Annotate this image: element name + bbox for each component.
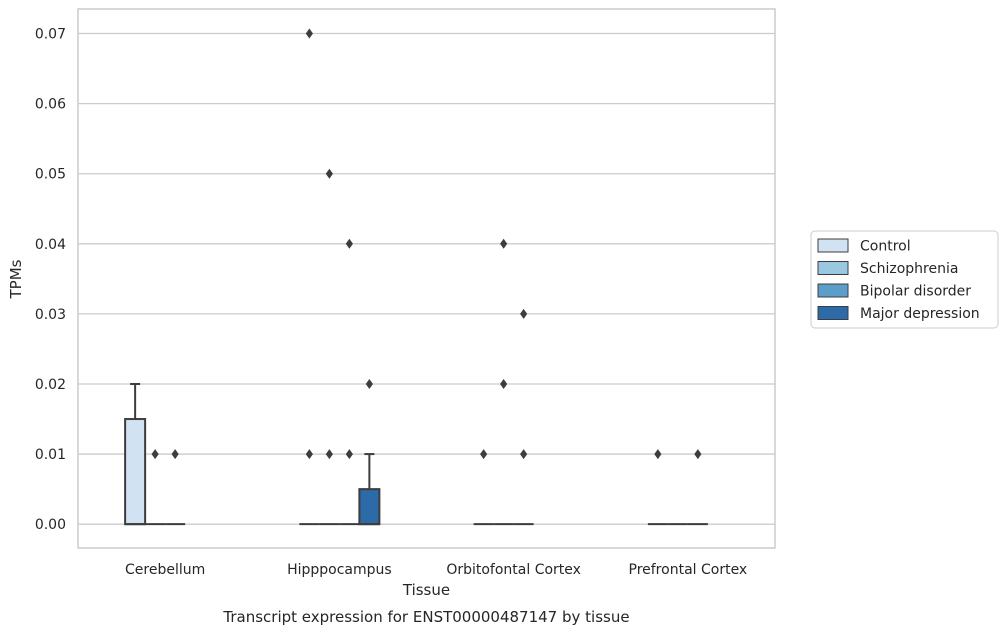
y-tick-label: 0.02 — [35, 377, 66, 393]
legend-frame — [810, 230, 999, 329]
box-control — [124, 382, 147, 526]
y-tick-label: 0.07 — [35, 27, 66, 43]
legend-swatch — [817, 306, 849, 320]
legend-entry-label: Schizophrenia — [860, 261, 958, 277]
y-axis-label: TPMs — [7, 259, 25, 299]
box-control — [647, 449, 668, 526]
x-tick-label: Cerebellum — [125, 562, 205, 578]
box-bipolar-disorder — [687, 449, 708, 526]
chart-caption: Transcript expression for ENST0000048714… — [222, 608, 629, 626]
box-schizophrenia — [493, 238, 514, 526]
box-body — [358, 488, 381, 526]
y-tick-label: 0.01 — [35, 447, 66, 463]
outlier-point — [325, 168, 333, 179]
outlier-point — [500, 238, 508, 249]
box-bipolar-disorder — [513, 308, 534, 526]
y-tick-label: 0.04 — [35, 237, 66, 253]
y-tick-label: 0.06 — [35, 97, 66, 113]
box-control — [299, 28, 320, 526]
outlier-point — [325, 449, 333, 460]
box-major-depression — [358, 378, 381, 526]
legend-swatch — [817, 238, 849, 253]
box-bipolar-disorder — [339, 238, 360, 526]
y-tick-label: 0.05 — [35, 167, 66, 183]
x-tick-label: Prefrontal Cortex — [629, 562, 748, 578]
y-tick-label: 0.03 — [35, 307, 66, 323]
outlier-point — [694, 449, 702, 460]
legend-entry-label: Control — [860, 239, 911, 255]
legend-entry-label: Major depression — [860, 306, 980, 322]
y-tick-label: 0.00 — [35, 517, 66, 533]
legend-entry-label: Bipolar disorder — [860, 284, 971, 300]
outlier-point — [151, 449, 159, 460]
legend-swatch — [817, 261, 849, 275]
x-tick-label: Hipppocampus — [287, 562, 392, 578]
outlier-point — [345, 238, 353, 249]
legend-swatch — [817, 283, 849, 298]
box-schizophrenia — [319, 168, 340, 526]
box-control — [473, 449, 494, 526]
outlier-point — [520, 308, 528, 319]
legend: Control Schizophrenia Bipolar disorder Majo… — [810, 230, 999, 329]
outlier-point — [500, 378, 508, 389]
outlier-point — [171, 449, 179, 460]
box-schizophrenia — [145, 449, 166, 526]
outlier-point — [365, 378, 373, 389]
plot-frame — [77, 8, 776, 549]
outlier-point — [480, 449, 488, 460]
x-tick-label: Orbitofontal Cortex — [446, 562, 581, 578]
outlier-point — [520, 449, 528, 460]
outlier-point — [654, 449, 662, 460]
x-axis-label: Tissue — [402, 581, 450, 599]
box-bipolar-disorder — [165, 449, 186, 526]
outlier-point — [345, 449, 353, 460]
outlier-point — [305, 28, 313, 39]
box-body — [124, 418, 147, 526]
plot-area: 0.00 0.01 0.02 0.03 0.04 0.05 0.06 0.07 Cerebell… — [35, 8, 776, 578]
outlier-point — [305, 449, 313, 460]
